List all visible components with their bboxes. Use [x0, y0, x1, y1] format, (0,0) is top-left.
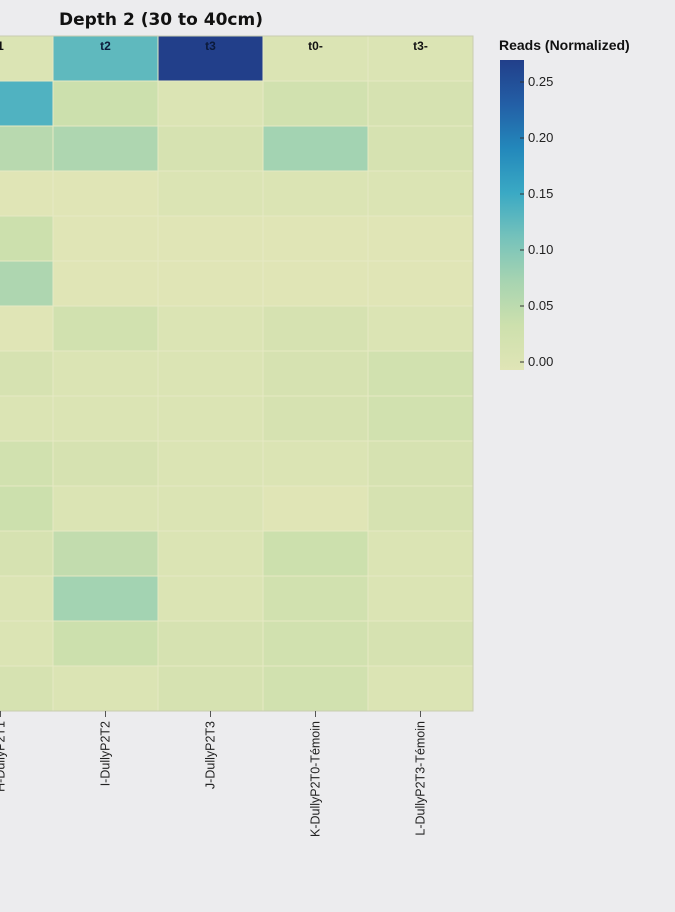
- heatmap-cell: [367, 125, 474, 172]
- heatmap-cell: [367, 260, 474, 307]
- column-label: I-DullyP2T2: [99, 721, 113, 786]
- column-headers: 1 t2 t3 t0- t3-: [0, 39, 428, 53]
- heatmap-cell: [262, 215, 369, 262]
- chart-title: Depth 2 (30 to 40cm): [59, 10, 263, 30]
- heatmap-cell: [157, 575, 264, 622]
- column-label: L-DullyP2T3-Témoin: [414, 721, 428, 836]
- legend-tick-label: 0.15: [528, 186, 553, 201]
- heatmap-cell: [52, 395, 159, 442]
- heatmap-cell: [0, 80, 54, 127]
- heatmap-cell: [52, 350, 159, 397]
- heatmap-cell: [52, 485, 159, 532]
- column-label: J-DullyP2T3: [204, 721, 218, 789]
- legend-tick-label: 0.00: [528, 354, 553, 369]
- heatmap-cell: [0, 350, 54, 397]
- heatmap-cell: [367, 440, 474, 487]
- heatmap-cell: [52, 215, 159, 262]
- heatmap-cell: [262, 305, 369, 352]
- heatmap-cell: [0, 440, 54, 487]
- heatmap-cell: [52, 260, 159, 307]
- heatmap-cell: [157, 125, 264, 172]
- heatmap-cell: [367, 350, 474, 397]
- heatmap-cell: [0, 620, 54, 667]
- heatmap-cell: [0, 170, 54, 217]
- legend-tick-label: 0.20: [528, 130, 553, 145]
- heatmap-cell: [0, 260, 54, 307]
- heatmap-cell: [367, 620, 474, 667]
- heatmap-cell: [262, 665, 369, 712]
- column-label: K-DullyP2T0-Témoin: [309, 721, 323, 837]
- heatmap-cell: [157, 665, 264, 712]
- heatmap-cell: [0, 125, 54, 172]
- heatmap-cell: [262, 620, 369, 667]
- heatmap-cell: [262, 395, 369, 442]
- color-legend: Reads (Normalized) 0.25 0.20 0.15 0.10 0.05 0…: [499, 37, 630, 370]
- legend-title: Reads (Normalized): [499, 37, 630, 53]
- heatmap-cell: [157, 620, 264, 667]
- heatmap-cell: [0, 35, 54, 82]
- heatmap-cell: [52, 440, 159, 487]
- heatmap-cell: [0, 575, 54, 622]
- heatmap-cell: [0, 485, 54, 532]
- heatmap-cell: [0, 305, 54, 352]
- heatmap-cell: [157, 170, 264, 217]
- heatmap-cell: [0, 215, 54, 262]
- heatmap-cell: [0, 395, 54, 442]
- heatmap-cell: [52, 305, 159, 352]
- heatmap-cell: [157, 350, 264, 397]
- heatmap-cell: [52, 665, 159, 712]
- heatmap-cell: [367, 530, 474, 577]
- heatmap-cell: [157, 530, 264, 577]
- heatmap-cell: [157, 215, 264, 262]
- heatmap-cell: [0, 665, 54, 712]
- column-header: t0-: [308, 39, 323, 53]
- column-labels: H-DullyP2T1 I-DullyP2T2 J-DullyP2T3 K-Dully…: [0, 711, 428, 837]
- heatmap-cell: [262, 80, 369, 127]
- column-header: t2: [100, 39, 111, 53]
- heatmap-cell: [262, 530, 369, 577]
- heatmap-cell: [262, 260, 369, 307]
- column-header: t3: [205, 39, 216, 53]
- legend-color-bar: [500, 60, 524, 370]
- heatmap-cell: [367, 80, 474, 127]
- heatmap-cell: [157, 260, 264, 307]
- column-header: 1: [0, 39, 4, 53]
- heatmap-cell: [52, 170, 159, 217]
- heatmap-cell: [157, 395, 264, 442]
- heatmap-cell: [262, 170, 369, 217]
- heatmap-cell: [367, 485, 474, 532]
- heatmap-cell: [0, 530, 54, 577]
- heatmap-cell: [367, 665, 474, 712]
- heatmap-cell: [262, 440, 369, 487]
- heatmap-cell: [367, 395, 474, 442]
- heatmap-cell: [52, 620, 159, 667]
- heatmap-cell: [157, 305, 264, 352]
- legend-tick-label: 0.10: [528, 242, 553, 257]
- heatmap-cell: [262, 485, 369, 532]
- heatmap-cell: [262, 125, 369, 172]
- heatmap-cell: [367, 170, 474, 217]
- heatmap-cell: [52, 575, 159, 622]
- heatmap-cell: [52, 125, 159, 172]
- column-label: H-DullyP2T1: [0, 721, 8, 792]
- heatmap-cells: [0, 35, 474, 712]
- heatmap-cell: [157, 80, 264, 127]
- heatmap-cell: [157, 485, 264, 532]
- heatmap-cell: [262, 575, 369, 622]
- heatmap-cell: [367, 575, 474, 622]
- legend-tick-label: 0.05: [528, 298, 553, 313]
- heatmap-cell: [367, 215, 474, 262]
- heatmap-cell: [367, 35, 474, 82]
- heatmap-cell: [262, 350, 369, 397]
- heatmap-cell: [52, 80, 159, 127]
- legend-tick-label: 0.25: [528, 74, 553, 89]
- column-header: t3-: [413, 39, 428, 53]
- heatmap-cell: [367, 305, 474, 352]
- heatmap-cell: [157, 35, 264, 82]
- heatmap-cell: [52, 35, 159, 82]
- heatmap-cell: [52, 530, 159, 577]
- heatmap-cell: [157, 440, 264, 487]
